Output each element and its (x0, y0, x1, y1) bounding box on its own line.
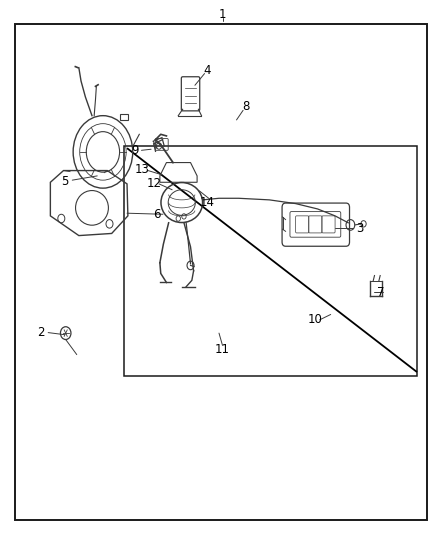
Text: 14: 14 (200, 196, 215, 209)
Text: 12: 12 (147, 177, 162, 190)
Text: 5: 5 (61, 175, 68, 188)
Text: 13: 13 (135, 163, 150, 176)
Text: 1: 1 (219, 8, 226, 21)
Bar (120, 114, 128, 120)
Text: 3: 3 (357, 222, 364, 235)
Bar (124, 146, 417, 376)
Text: 10: 10 (308, 313, 323, 326)
Text: 2: 2 (37, 326, 45, 339)
Text: 6: 6 (153, 208, 161, 221)
Text: 7: 7 (377, 286, 385, 298)
Text: 8: 8 (243, 100, 250, 113)
Text: 11: 11 (215, 343, 230, 356)
Text: 9: 9 (131, 144, 139, 157)
Text: 4: 4 (203, 64, 211, 77)
